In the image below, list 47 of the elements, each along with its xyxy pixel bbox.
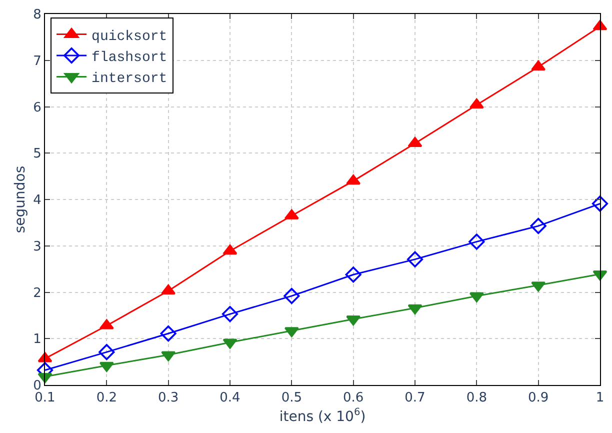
point (222, 338, 238, 349)
x-axis-title: itens (x 10$^{6}$) (279, 407, 366, 425)
point (346, 316, 361, 326)
point (592, 270, 608, 281)
x-tick-label: 0.7 (404, 390, 426, 406)
x-tick-label: 0.9 (528, 390, 549, 406)
point (469, 98, 484, 109)
point (160, 325, 176, 342)
y-tick-label: 4 (33, 193, 42, 208)
point (531, 60, 546, 71)
x-tick-label: 1 (596, 390, 604, 406)
x-tick-label: 0.8 (466, 390, 488, 406)
point (468, 234, 485, 250)
legend-label: flashsort (92, 50, 168, 66)
y-tick-label: 7 (33, 54, 42, 69)
point (406, 251, 424, 268)
x-tick-label: 0.6 (342, 390, 364, 406)
point (161, 351, 176, 362)
point (222, 244, 238, 255)
point (284, 209, 299, 220)
x-tick-label: 0.4 (220, 390, 240, 406)
x-tick-label: 0.2 (96, 390, 118, 406)
y-tick-label: 3 (33, 239, 42, 254)
point (284, 288, 300, 304)
point (408, 136, 422, 148)
point (469, 292, 484, 302)
y-tick-label: 5 (33, 146, 42, 162)
point (346, 174, 361, 185)
point (408, 304, 422, 314)
y-tick-label: 8 (33, 8, 42, 23)
y-axis-title: segundos (12, 166, 29, 234)
y-tick-label: 1 (33, 332, 42, 348)
point (531, 282, 546, 292)
x-tick-label: 0.1 (34, 390, 56, 406)
y-tick-label: 2 (33, 286, 42, 301)
x-tick-label: 0.5 (281, 390, 302, 406)
point (222, 306, 238, 322)
point (98, 344, 115, 360)
legend-label: quicksort (92, 28, 168, 45)
legend-label: intersort (92, 71, 168, 88)
x-tick-label: 0.3 (158, 390, 179, 406)
y-tick-label: 6 (33, 100, 42, 116)
point (284, 327, 299, 338)
point (345, 266, 362, 283)
point (530, 218, 546, 234)
point (99, 362, 114, 372)
point (592, 196, 608, 212)
